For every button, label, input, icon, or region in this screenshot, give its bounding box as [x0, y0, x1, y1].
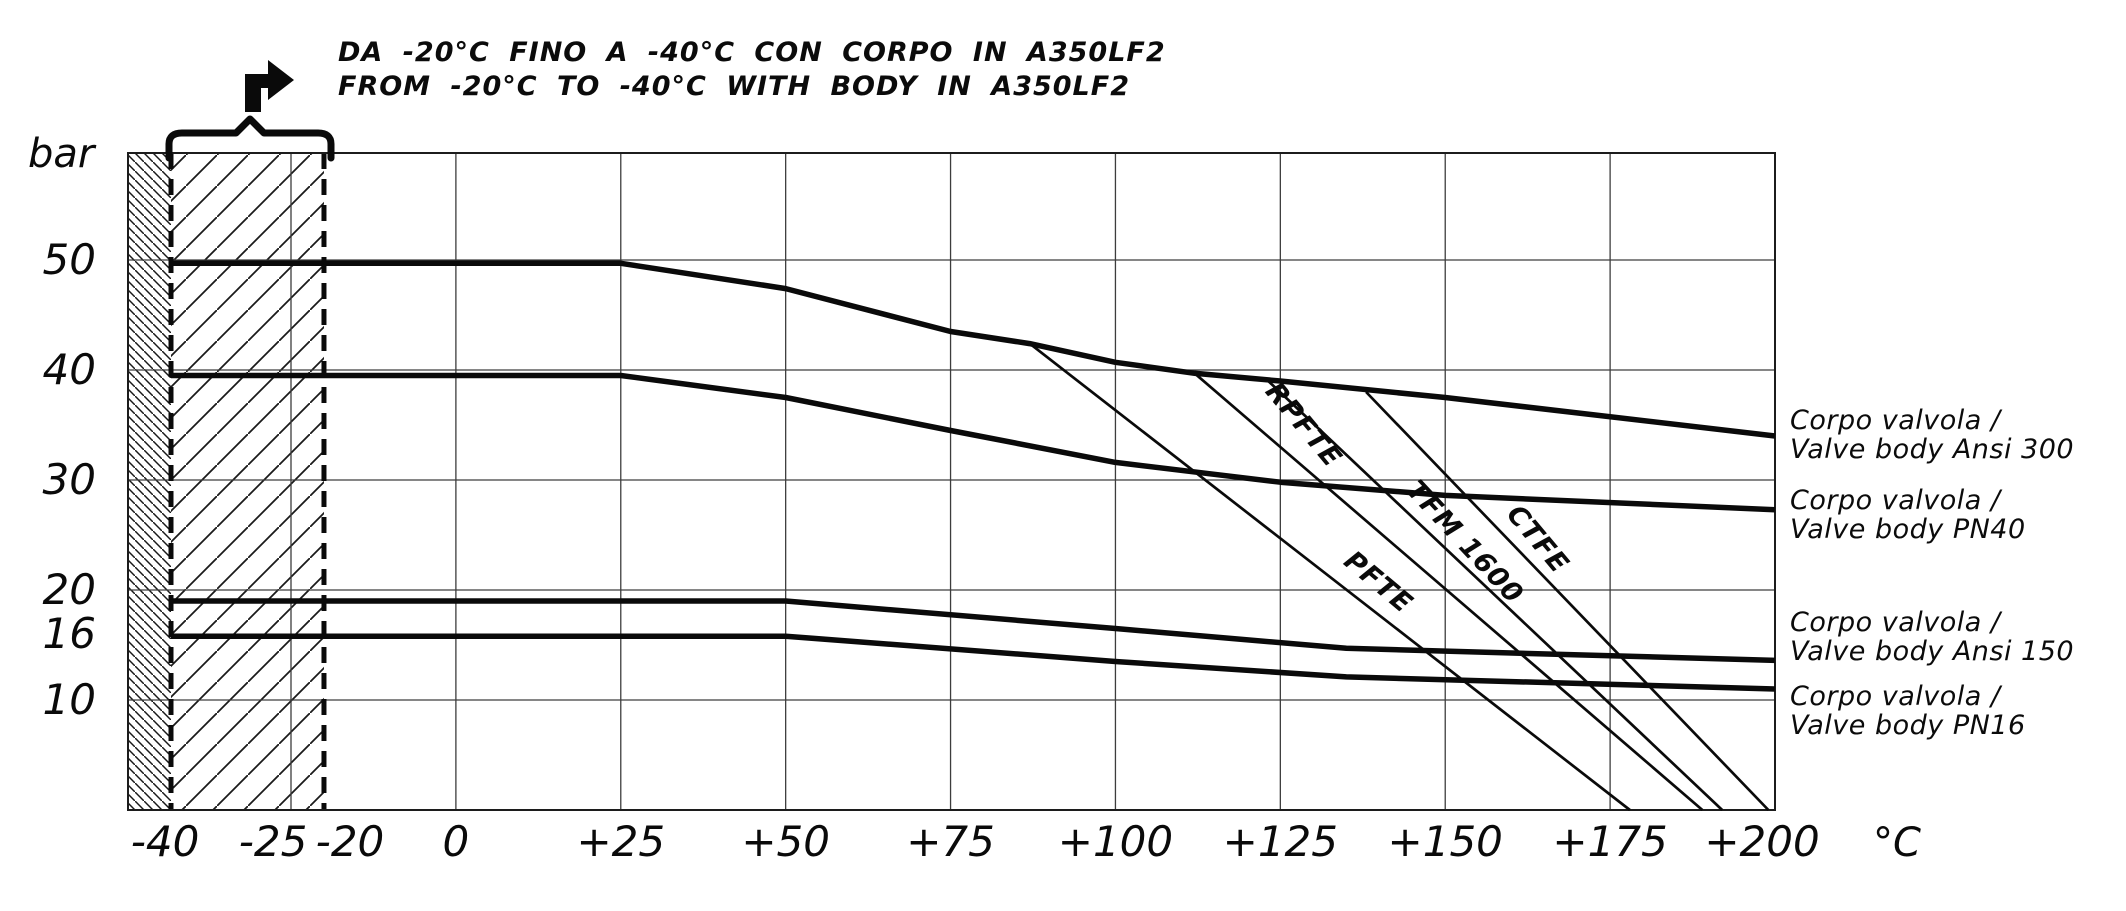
- x-tick-+200: +200: [1704, 817, 1819, 866]
- curve-pn40: [171, 372, 1776, 513]
- curve-pn16: [171, 633, 1776, 692]
- curve-ansi300: [171, 260, 1776, 439]
- range-brace: [165, 115, 335, 162]
- curves: [171, 260, 1776, 812]
- x-tick-+150: +150: [1388, 817, 1503, 866]
- x-tick--25: -25: [239, 817, 308, 866]
- curve-pfte: [1028, 342, 1631, 812]
- x-tick-+175: +175: [1552, 817, 1667, 866]
- legend-ansi300-line2: Valve body Ansi 300: [1790, 434, 2075, 465]
- legend-pn40-line1: Corpo valvola /: [1790, 485, 2001, 516]
- x-tick-+100: +100: [1058, 817, 1173, 866]
- gridlines: [128, 153, 1775, 810]
- y-tick-30: 30: [43, 455, 96, 504]
- curve-tfm1600: [1266, 378, 1724, 811]
- x-tick-0: 0: [443, 817, 470, 866]
- curve-rpfte: [1193, 372, 1704, 812]
- legend-pn16-line1: Corpo valvola /: [1790, 681, 2001, 712]
- hatch-zone-1: [171, 153, 324, 810]
- legend-ansi300: Corpo valvola / Valve body Ansi 300: [1790, 406, 2074, 464]
- header-note-english: FROM -20°C TO -40°C WITH BODY IN A350LF2: [338, 71, 1130, 102]
- y-tick-16: 16: [43, 609, 96, 658]
- y-tick-50: 50: [43, 235, 96, 284]
- x-tick-+25: +25: [576, 817, 665, 866]
- legend-pn16: Corpo valvola / Valve body PN16: [1790, 682, 2026, 740]
- legend-ansi150-line2: Valve body Ansi 150: [1790, 636, 2075, 667]
- y-tick-20: 20: [43, 565, 96, 614]
- header-note: DA -20°C FINO A -40°C CON CORPO IN A350L…: [338, 36, 1166, 104]
- x-axis-unit: °C: [1873, 820, 1921, 866]
- y-tick-40: 40: [43, 345, 96, 394]
- y-tick-10: 10: [43, 675, 96, 724]
- x-tick--40: -40: [131, 817, 200, 866]
- axis-labels: -40 -25 -20 0 +25 +50 +75 +100 +125 +150 +175 +200 °…: [28, 131, 1921, 866]
- curve-ansi150: [171, 598, 1776, 664]
- hatch-zones: [128, 153, 324, 810]
- hatch-zone-0: [128, 153, 171, 810]
- legend-ansi150-line1: Corpo valvola /: [1790, 607, 2001, 638]
- legend-pn40-line2: Valve body PN40: [1790, 514, 2026, 545]
- low-temp-arrow-icon: [245, 60, 294, 112]
- header-note-italian: DA -20°C FINO A -40°C CON CORPO IN A350L…: [338, 37, 1166, 68]
- seat-label-ctfe: CTFE: [1500, 499, 1575, 580]
- plot-border: [127, 152, 1776, 811]
- seat-label-rpfte: RPFTE: [1259, 376, 1348, 473]
- plot-frame: [127, 152, 1776, 811]
- curve-legend: Corpo valvola / Valve body Ansi 300 Corp…: [1790, 0, 2126, 911]
- x-tick-+75: +75: [906, 817, 995, 866]
- x-tick-+125: +125: [1223, 817, 1338, 866]
- x-tick--20: -20: [316, 817, 385, 866]
- x-tick-+50: +50: [741, 817, 830, 866]
- y-axis-unit: bar: [28, 131, 97, 177]
- legend-pn40: Corpo valvola / Valve body PN40: [1790, 486, 2026, 544]
- legend-ansi150: Corpo valvola / Valve body Ansi 150: [1790, 608, 2074, 666]
- legend-ansi300-line1: Corpo valvola /: [1790, 405, 2001, 436]
- curve-ctfe: [1365, 391, 1770, 811]
- legend-pn16-line2: Valve body PN16: [1790, 710, 2026, 741]
